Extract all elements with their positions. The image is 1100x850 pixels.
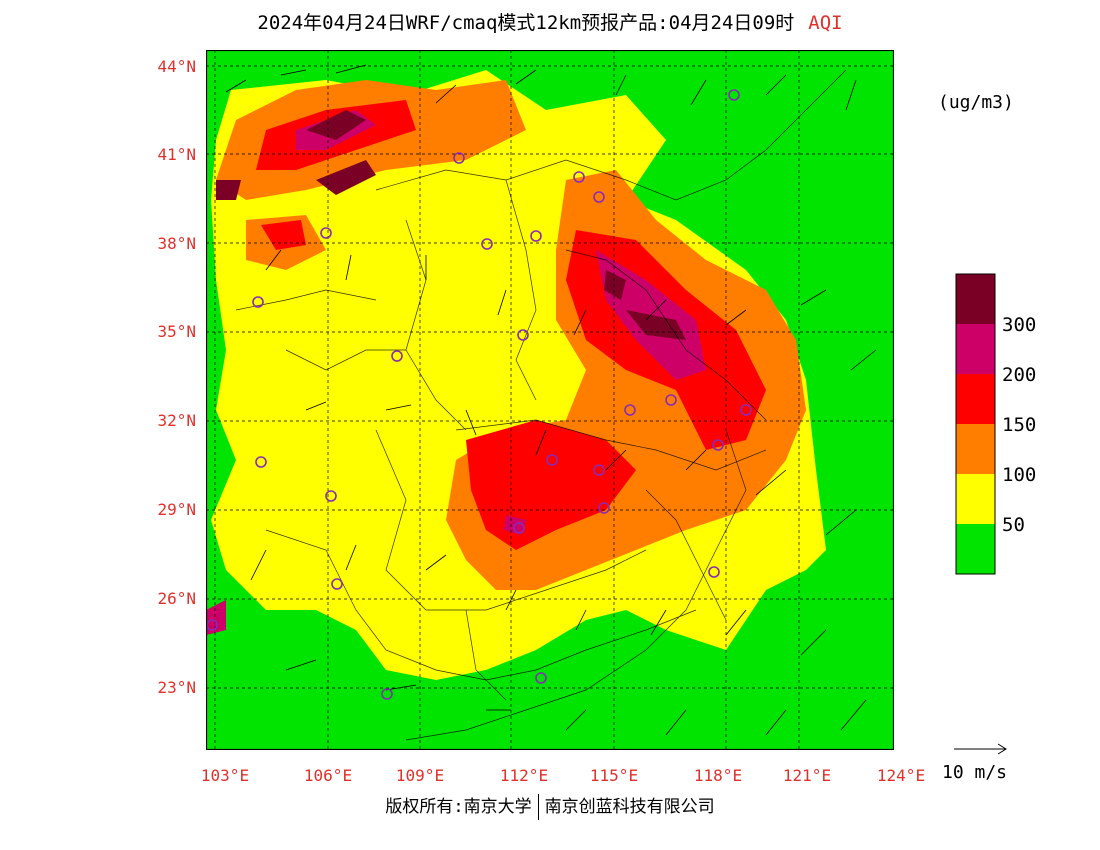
- lon-tick-115: 115°E: [589, 766, 639, 785]
- lat-tick-23: 23°N: [157, 678, 196, 697]
- aqi-map: [206, 50, 894, 750]
- lat-tick-35: 35°N: [157, 322, 196, 341]
- units-label: (ug/m3): [938, 92, 1014, 113]
- copyright-left: 版权所有:南京大学: [385, 797, 532, 817]
- legend-label-200: 200: [1002, 364, 1037, 386]
- copyright-separator: [537, 794, 539, 820]
- legend-swatch-unhealthy: [956, 374, 995, 424]
- wind-reference-arrow-icon: [954, 743, 1007, 755]
- wind-reference-label: 10 m/s: [942, 762, 1008, 783]
- lat-tick-29: 29°N: [157, 500, 196, 519]
- graticule: [206, 50, 894, 750]
- hazardous-aqi-region: [306, 110, 366, 140]
- legend-label-300: 300: [1002, 314, 1037, 336]
- legend-swatch-good: [956, 524, 995, 574]
- lat-tick-26: 26°N: [157, 589, 196, 608]
- copyright-right: 南京创蓝科技有限公司: [544, 797, 715, 817]
- city-markers: [206, 89, 752, 700]
- legend-label-50: 50: [1002, 514, 1025, 536]
- wind-vectors: [225, 64, 877, 736]
- aqi-legend-colorbar: [955, 273, 996, 575]
- lat-tick-32: 32°N: [157, 411, 196, 430]
- legend-label-150: 150: [1002, 414, 1037, 436]
- lat-tick-44: 44°N: [157, 57, 196, 76]
- title-variable: AQI: [808, 12, 843, 34]
- legend-swatch-moderate: [956, 474, 995, 524]
- legend-swatch-hazardous: [956, 274, 995, 324]
- lon-tick-103: 103°E: [200, 766, 250, 785]
- lat-tick-41: 41°N: [157, 145, 196, 164]
- lon-tick-106: 106°E: [303, 766, 353, 785]
- lon-tick-121: 121°E: [782, 766, 832, 785]
- map-frame: [206, 50, 894, 750]
- copyright: 版权所有:南京大学 南京创蓝科技有限公司: [0, 792, 1100, 820]
- lon-tick-118: 118°E: [693, 766, 743, 785]
- map-title: 2024年04月24日WRF/cmaq模式12km预报产品:04月24日09时 A…: [0, 8, 1100, 35]
- lon-tick-112: 112°E: [499, 766, 549, 785]
- lon-tick-109: 109°E: [395, 766, 445, 785]
- legend-label-100: 100: [1002, 464, 1037, 486]
- lon-tick-124: 124°E: [876, 766, 926, 785]
- province-boundaries: [235, 69, 847, 741]
- lat-tick-38: 38°N: [157, 234, 196, 253]
- legend-swatch-poor: [956, 424, 995, 474]
- title-main: 2024年04月24日WRF/cmaq模式12km预报产品:04月24日09时: [257, 12, 795, 34]
- legend-swatch-very-unhealthy: [956, 324, 995, 374]
